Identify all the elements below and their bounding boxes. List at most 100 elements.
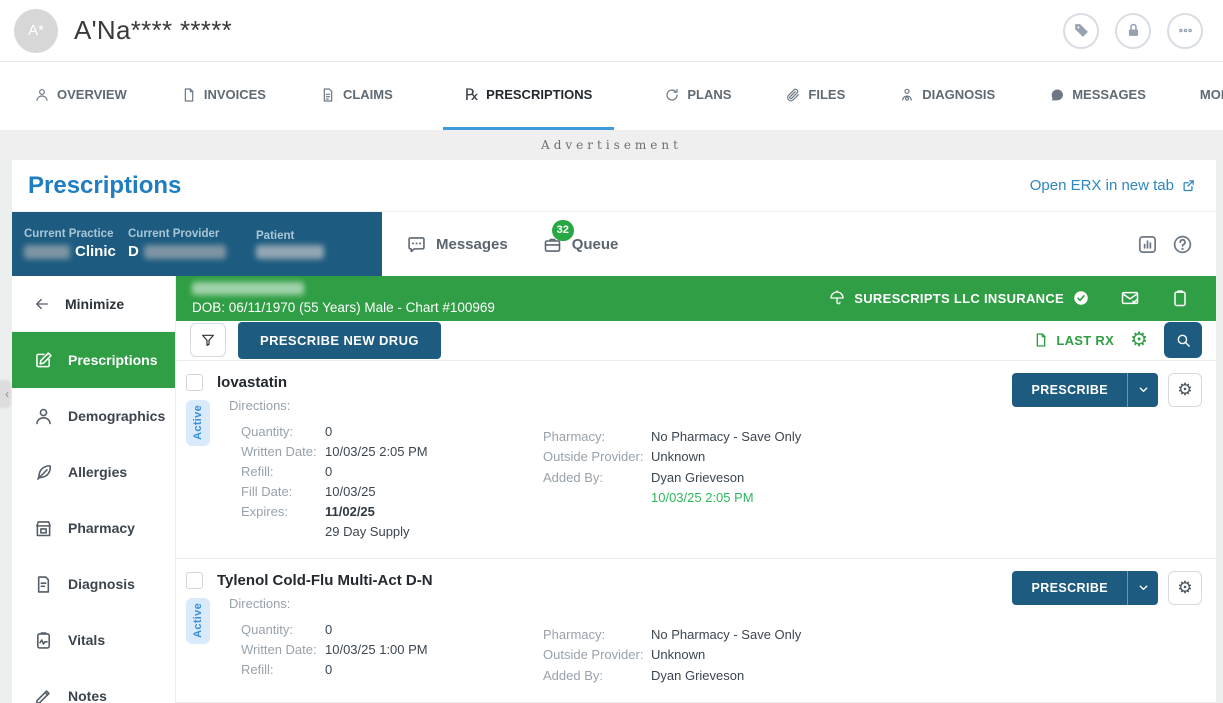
- rx-icon: ℞: [464, 86, 480, 104]
- settings-gear-icon[interactable]: ⚙: [1130, 329, 1148, 352]
- filter-button[interactable]: [190, 323, 226, 358]
- tab-label: MESSAGES: [1072, 87, 1146, 102]
- open-erx-link[interactable]: Open ERX in new tab: [1030, 177, 1196, 194]
- tab-overview[interactable]: OVERVIEW: [30, 62, 131, 130]
- detail-added-by: Added By: Dyan Grieveson: [543, 469, 745, 485]
- pencil-icon: [35, 689, 50, 703]
- header-actions: [1063, 12, 1209, 49]
- lock-button[interactable]: [1115, 12, 1151, 49]
- sidebar: Minimize Prescriptions Demographics Alle…: [12, 276, 176, 703]
- detail-added-by: Added By: Dyan Grieveson: [543, 667, 745, 683]
- filter-funnel-icon: [202, 334, 214, 346]
- sidebar-item-vitals[interactable]: Vitals: [12, 612, 175, 668]
- sidebar-item-prescriptions[interactable]: Prescriptions: [12, 332, 175, 388]
- tab-claims[interactable]: CLAIMS: [316, 62, 397, 130]
- practice-context-block: Current Practice Clinic Current Provider…: [12, 212, 382, 276]
- detail-quantity: Quantity: 0: [241, 621, 333, 637]
- vitals-clipboard-icon: [37, 631, 50, 649]
- search-button[interactable]: [1164, 322, 1202, 359]
- envelope-button[interactable]: [1120, 288, 1140, 308]
- detail-written-date: Written Date: 10/03/25 1:00 PM: [241, 641, 428, 657]
- more-options-button[interactable]: [1167, 12, 1203, 49]
- details-left: Directions: Quantity: 0 Written Date: 10/0…: [229, 398, 543, 542]
- prescription-row-body: Active Directions: Quantity: 0 Written Da…: [186, 596, 1202, 687]
- queue-count-badge: 32: [551, 219, 574, 241]
- tab-label: CLAIMS: [342, 87, 393, 102]
- insurance-status[interactable]: SURESCRIPTS LLC INSURANCE: [828, 289, 1090, 307]
- detail-refill: Refill: 0: [241, 463, 333, 479]
- tab-label: FILES: [808, 87, 846, 102]
- sidebar-item-label: Prescriptions: [68, 352, 158, 368]
- prescribe-split-button: PRESCRIBE: [1012, 570, 1158, 605]
- tab-more[interactable]: MORE: [1196, 62, 1223, 130]
- details-right: Pharmacy: No Pharmacy - Save Only Outside…: [543, 398, 801, 542]
- arrow-left-icon: [36, 298, 48, 309]
- messages-link[interactable]: Messages: [406, 234, 508, 255]
- sidebar-item-label: Allergies: [68, 464, 128, 480]
- detail-expires: Expires: 11/02/25: [241, 503, 375, 519]
- sidebar-item-diagnosis[interactable]: Diagnosis: [12, 556, 175, 612]
- redacted-text: [143, 244, 226, 259]
- row-checkbox[interactable]: [186, 571, 203, 589]
- row-settings-button[interactable]: ⚙: [1168, 372, 1202, 407]
- sidebar-item-pharmacy[interactable]: Pharmacy: [12, 500, 175, 556]
- last-rx-label: LAST RX: [1056, 332, 1115, 348]
- paperclip-icon: [787, 88, 800, 101]
- prescribe-button[interactable]: PRESCRIBE: [1012, 372, 1127, 407]
- tab-plans[interactable]: PLANS: [660, 62, 735, 130]
- avatar-initials: A*: [28, 22, 44, 39]
- prescribe-dropdown-button[interactable]: [1127, 372, 1158, 407]
- detail-pharmacy: Pharmacy: No Pharmacy - Save Only: [543, 626, 802, 642]
- row-settings-button[interactable]: ⚙: [1168, 570, 1202, 605]
- stats-icon[interactable]: [1136, 233, 1159, 256]
- sidebar-item-notes[interactable]: Notes: [12, 668, 175, 703]
- sidebar-collapse-handle[interactable]: ‹: [0, 381, 10, 407]
- detail-outside-provider: Outside Provider: Unknown: [543, 647, 706, 662]
- help-icon[interactable]: [1171, 233, 1194, 256]
- prescribe-new-drug-button[interactable]: PRESCRIBE NEW DRUG: [238, 321, 441, 359]
- patient-banner-actions: SURESCRIPTS LLC INSURANCE: [828, 288, 1190, 308]
- queue-label: Queue: [571, 235, 619, 253]
- drug-name: lovastatin: [217, 373, 288, 391]
- umbrella-icon: [830, 290, 844, 305]
- prescriptions-content: DOB: 06/11/1970 (55 Years) Male - Chart …: [176, 276, 1216, 703]
- tab-label: MORE: [1199, 87, 1223, 102]
- context-tools: [1136, 233, 1216, 256]
- tab-diagnosis[interactable]: DIAGNOSIS: [895, 62, 999, 130]
- tab-invoices[interactable]: INVOICES: [177, 62, 270, 130]
- tag-button[interactable]: [1063, 12, 1099, 49]
- clipboard-icon: [1174, 290, 1186, 307]
- prescription-row-head: lovastatin: [186, 373, 1202, 391]
- sidebar-minimize[interactable]: Minimize: [12, 276, 175, 332]
- sidebar-item-allergies[interactable]: Allergies: [12, 444, 175, 500]
- chevron-down-icon: [1139, 585, 1147, 591]
- tab-files[interactable]: FILES: [781, 62, 849, 130]
- search-icon: [1177, 334, 1190, 347]
- prescribe-split-button: PRESCRIBE: [1012, 372, 1158, 407]
- detail-outside-provider: Outside Provider: Unknown: [543, 449, 706, 464]
- tab-prescriptions[interactable]: ℞ PRESCRIPTIONS: [442, 62, 615, 130]
- clipboard-button[interactable]: [1170, 288, 1190, 308]
- details-right: Pharmacy: No Pharmacy - Save Only Outside…: [543, 596, 801, 687]
- sidebar-item-demographics[interactable]: Demographics: [12, 388, 175, 444]
- detail-refill: Refill: 0: [241, 661, 333, 677]
- last-rx-button[interactable]: LAST RX: [1033, 332, 1114, 348]
- queue-link[interactable]: 32 Queue: [542, 219, 619, 255]
- tab-label: INVOICES: [203, 87, 266, 102]
- patient-value: [256, 244, 370, 259]
- sidebar-item-label: Pharmacy: [68, 520, 135, 536]
- patient-banner-info: DOB: 06/11/1970 (55 Years) Male - Chart …: [192, 281, 495, 315]
- user-icon: [36, 88, 48, 101]
- chat-icon: [1051, 88, 1064, 100]
- details-left: Directions: Quantity: 0 Written Date: 10/0…: [229, 596, 543, 687]
- file-icon: [184, 87, 194, 102]
- user-icon: [36, 408, 51, 424]
- prescribe-button[interactable]: PRESCRIBE: [1012, 570, 1127, 605]
- tab-messages[interactable]: MESSAGES: [1045, 62, 1150, 130]
- prescribe-dropdown-button[interactable]: [1127, 570, 1158, 605]
- envelope-check-icon: [1121, 292, 1139, 305]
- detail-quantity: Quantity: 0: [241, 423, 333, 439]
- row-checkbox[interactable]: [186, 373, 203, 391]
- feather-icon: [37, 464, 52, 480]
- sidebar-item-label: Demographics: [68, 408, 166, 424]
